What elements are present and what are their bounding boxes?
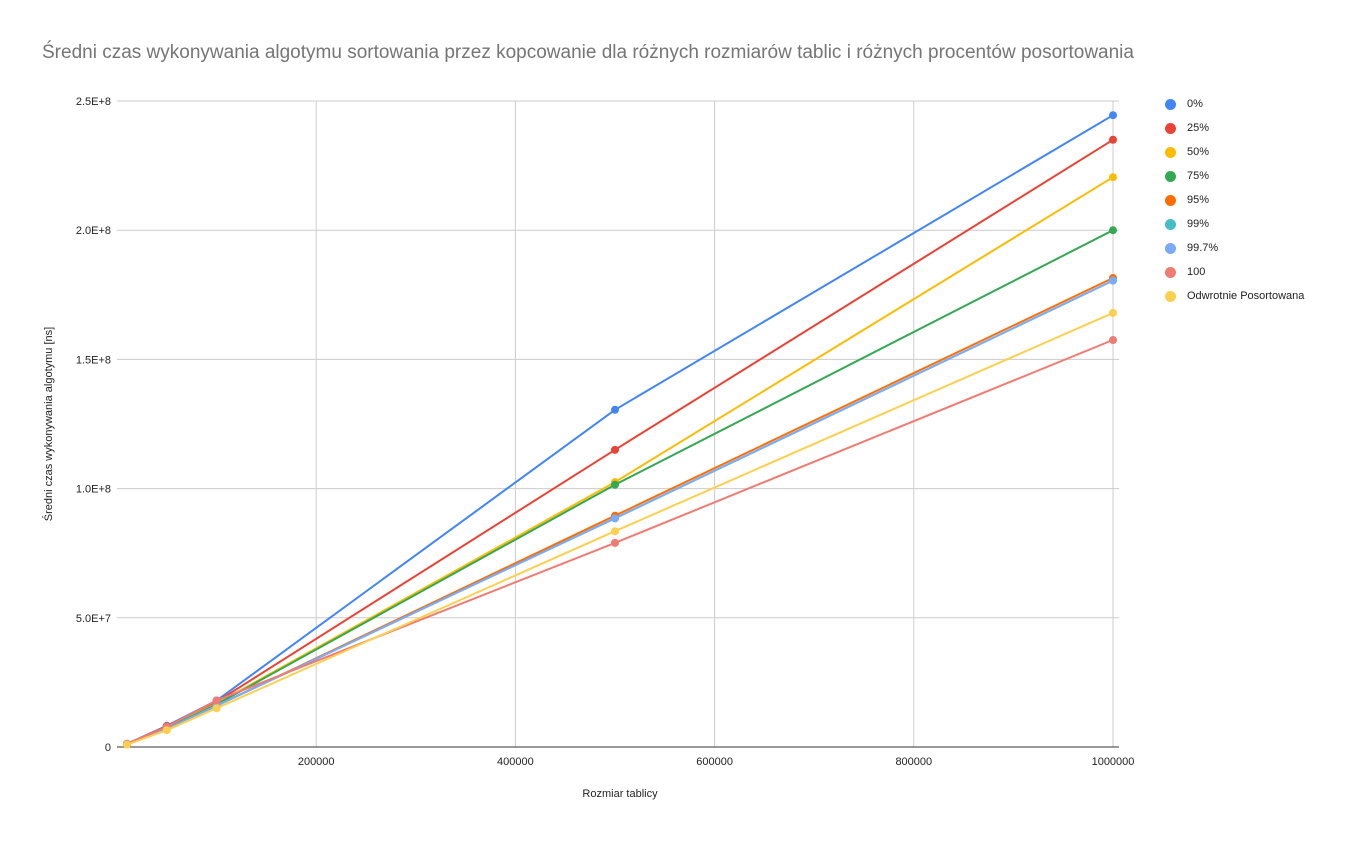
x-tick-label: 400000 <box>497 756 534 768</box>
legend-item: 95% <box>1165 188 1304 212</box>
x-tick-label: 1000000 <box>1092 756 1135 768</box>
legend-item: 99.7% <box>1165 236 1304 260</box>
legend-item: 50% <box>1165 140 1304 164</box>
series-8 <box>122 308 1117 749</box>
legend-marker <box>1165 194 1176 206</box>
legend-marker <box>1165 266 1176 278</box>
data-point <box>611 514 619 523</box>
series-line <box>126 229 1114 746</box>
x-axis-label: Rozmiar tablicy <box>582 788 658 800</box>
y-tick-label: 2.5E+8 <box>76 96 111 108</box>
legend-marker <box>1165 290 1176 302</box>
tick-labels: 0 5.0E+7 1.0E+8 1.5E+8 2.0E+8 2.5E+8 200000 400… <box>76 96 1135 768</box>
series-line <box>126 277 1114 746</box>
legend: 0% 25% 50% 75% 95% 99% 99.7% 100 Odwrotnie Posor… <box>1165 92 1304 308</box>
x-tick-label: 800000 <box>895 756 932 768</box>
legend-label: 75% <box>1187 170 1210 182</box>
y-tick-label: 0 <box>105 742 111 754</box>
data-point <box>611 527 619 536</box>
data-point <box>122 740 131 749</box>
y-tick-label: 5.0E+7 <box>76 613 111 625</box>
series-lines <box>122 111 1117 749</box>
legend-marker <box>1165 98 1176 110</box>
data-point <box>1109 336 1117 345</box>
legend-label: 95% <box>1187 194 1210 206</box>
series-2 <box>122 173 1117 749</box>
y-tick-label: 1.0E+8 <box>76 484 111 496</box>
chart-title: Średni czas wykonywania algotymu sortowa… <box>42 42 1134 63</box>
series-3 <box>122 226 1117 749</box>
legend-marker <box>1165 218 1176 230</box>
legend-item: 100 <box>1165 260 1304 284</box>
legend-label: 25% <box>1187 122 1210 134</box>
data-point <box>212 704 221 713</box>
data-point <box>212 696 221 705</box>
legend-marker <box>1165 242 1176 254</box>
data-point <box>1109 135 1117 144</box>
x-tick-label: 200000 <box>298 756 335 768</box>
data-point <box>611 445 619 454</box>
legend-marker <box>1165 146 1176 158</box>
y-tick-label: 2.0E+8 <box>76 225 111 237</box>
y-axis-label: Średni czas wykonywania algotymu [ns] <box>42 327 55 521</box>
legend-label: Odwrotnie Posortowana <box>1187 290 1305 302</box>
data-point <box>1109 226 1117 235</box>
series-line <box>126 114 1114 745</box>
series-1 <box>122 135 1117 749</box>
data-point <box>1109 111 1117 120</box>
data-point <box>162 726 171 735</box>
data-point <box>1109 276 1117 285</box>
data-point <box>611 405 619 414</box>
data-point <box>611 538 619 547</box>
series-7 <box>122 336 1117 748</box>
legend-marker <box>1165 170 1176 182</box>
data-point <box>1109 308 1117 317</box>
legend-marker <box>1165 122 1176 134</box>
series-4 <box>122 274 1117 749</box>
legend-item: 75% <box>1165 164 1304 188</box>
legend-item: 25% <box>1165 116 1304 140</box>
legend-label: 0% <box>1187 98 1203 110</box>
legend-item: Odwrotnie Posortowana <box>1165 284 1304 308</box>
legend-label: 100 <box>1187 266 1206 278</box>
legend-item: 0% <box>1165 92 1304 116</box>
grid-lines <box>117 100 1119 747</box>
legend-label: 50% <box>1187 146 1210 158</box>
legend-label: 99.7% <box>1187 242 1219 254</box>
data-point <box>1109 173 1117 182</box>
data-point <box>611 480 619 489</box>
y-tick-label: 1.5E+8 <box>76 354 111 366</box>
series-0 <box>122 111 1117 748</box>
x-tick-label: 600000 <box>696 756 733 768</box>
legend-item: 99% <box>1165 212 1304 236</box>
series-line <box>126 311 1114 746</box>
legend-label: 99% <box>1187 218 1210 230</box>
